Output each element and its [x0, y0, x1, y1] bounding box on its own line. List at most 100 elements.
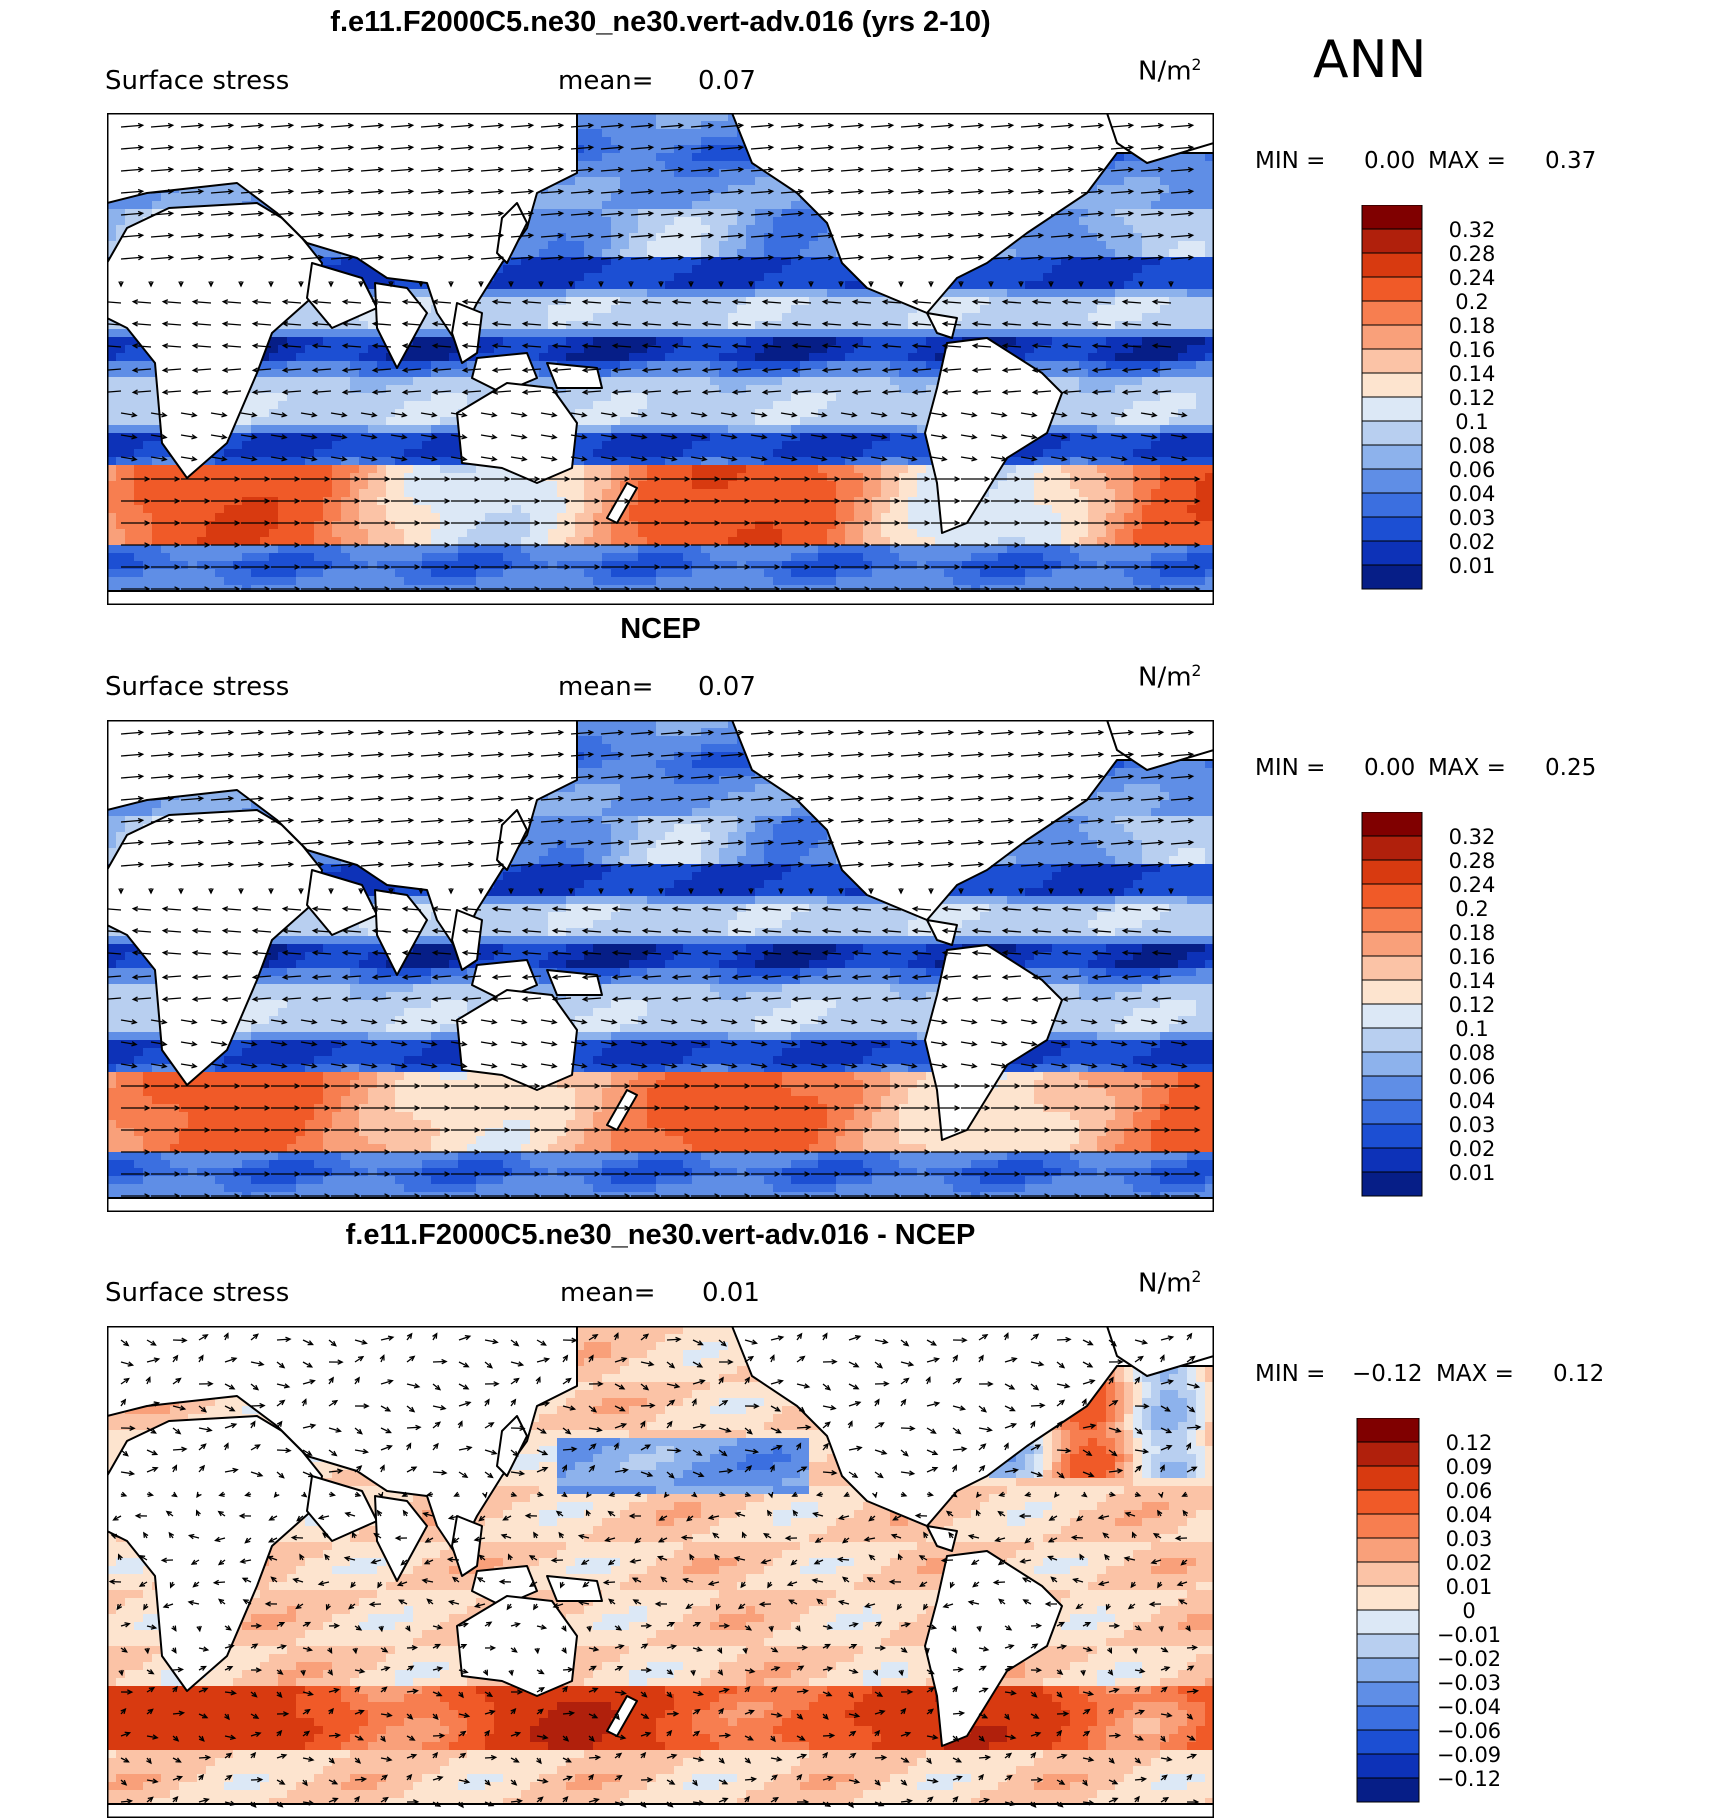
field-cell: [1052, 361, 1062, 370]
field-cell: [881, 337, 891, 346]
field-cell: [278, 377, 288, 386]
field-cell: [1043, 329, 1053, 338]
field-cell: [755, 177, 765, 186]
field-cell: [665, 233, 675, 242]
field-cell: [377, 417, 387, 426]
field-cell: [1205, 233, 1214, 242]
field-cell: [1025, 297, 1035, 306]
field-cell: [566, 329, 576, 338]
field-cell: [323, 353, 333, 362]
field-cell: [782, 249, 792, 258]
field-cell: [449, 401, 459, 410]
field-cell: [1043, 257, 1053, 266]
field-cell: [1115, 353, 1125, 362]
field-cell: [557, 321, 567, 330]
field-cell: [1079, 321, 1089, 330]
field-cell: [665, 305, 675, 314]
field-cell: [863, 401, 873, 410]
field-cell: [1052, 353, 1062, 362]
field-cell: [1106, 241, 1116, 250]
field-cell: [1088, 233, 1098, 242]
field-cell: [467, 361, 477, 370]
field-cell: [728, 321, 738, 330]
field-cell: [251, 409, 261, 418]
field-cell: [1079, 353, 1089, 362]
field-cell: [476, 305, 486, 314]
field-cell: [350, 425, 360, 434]
field-cell: [593, 409, 603, 418]
field-cell: [737, 361, 747, 370]
field-cell: [1115, 345, 1125, 354]
field-cell: [1025, 281, 1035, 290]
field-cell: [116, 401, 126, 410]
field-cell: [1133, 273, 1143, 282]
field-cell: [620, 297, 630, 306]
field-cell: [737, 297, 747, 306]
field-cell: [242, 433, 252, 442]
field-cell: [647, 217, 657, 226]
field-cell: [170, 193, 180, 202]
field-cell: [755, 393, 765, 402]
field-cell: [737, 217, 747, 226]
field-cell: [782, 201, 792, 210]
field-cell: [1088, 321, 1098, 330]
field-cell: [593, 289, 603, 298]
field-cell: [314, 417, 324, 426]
field-cell: [116, 385, 126, 394]
field-cell: [845, 417, 855, 426]
field-cell: [1187, 281, 1197, 290]
field-cell: [1142, 297, 1152, 306]
field-cell: [1124, 313, 1134, 322]
field-cell: [1088, 249, 1098, 258]
field-cell: [620, 153, 630, 162]
field-cell: [1061, 249, 1071, 258]
field-cell: [1088, 385, 1098, 394]
field-cell: [1106, 177, 1116, 186]
field-cell: [602, 161, 612, 170]
field-cell: [1079, 361, 1089, 370]
field-cell: [269, 393, 279, 402]
field-cell: [1151, 305, 1161, 314]
field-cell: [908, 425, 918, 434]
field-cell: [287, 385, 297, 394]
field-cell: [683, 177, 693, 186]
field-cell: [1187, 161, 1197, 170]
field-cell: [818, 281, 828, 290]
field-cell: [701, 345, 711, 354]
field-cell: [620, 249, 630, 258]
field-cell: [935, 345, 945, 354]
field-cell: [1151, 233, 1161, 242]
field-cell: [602, 425, 612, 434]
field-cell: [332, 393, 342, 402]
field-cell: [1205, 185, 1214, 194]
field-cell: [1088, 369, 1098, 378]
field-cell: [1079, 305, 1089, 314]
field-cell: [620, 273, 630, 282]
field-cell: [755, 377, 765, 386]
field-cell: [1106, 297, 1116, 306]
field-cell: [656, 409, 666, 418]
field-cell: [674, 353, 684, 362]
field-cell: [638, 153, 648, 162]
field-cell: [674, 329, 684, 338]
field-cell: [593, 353, 603, 362]
field-cell: [890, 377, 900, 386]
field-cell: [620, 417, 630, 426]
field-cell: [404, 433, 414, 442]
field-cell: [1151, 401, 1161, 410]
field-cell: [728, 385, 738, 394]
field-cell: [836, 409, 846, 418]
field-cell: [782, 273, 792, 282]
field-cell: [611, 201, 621, 210]
field-cell: [395, 393, 405, 402]
field-cell: [827, 313, 837, 322]
field-cell: [665, 225, 675, 234]
field-cell: [827, 353, 837, 362]
field-cell: [1169, 417, 1179, 426]
field-cell: [413, 401, 423, 410]
field-cell: [998, 281, 1008, 290]
field-cell: [584, 313, 594, 322]
field-cell: [1025, 313, 1035, 322]
field-cell: [638, 329, 648, 338]
field-cell: [728, 121, 738, 130]
